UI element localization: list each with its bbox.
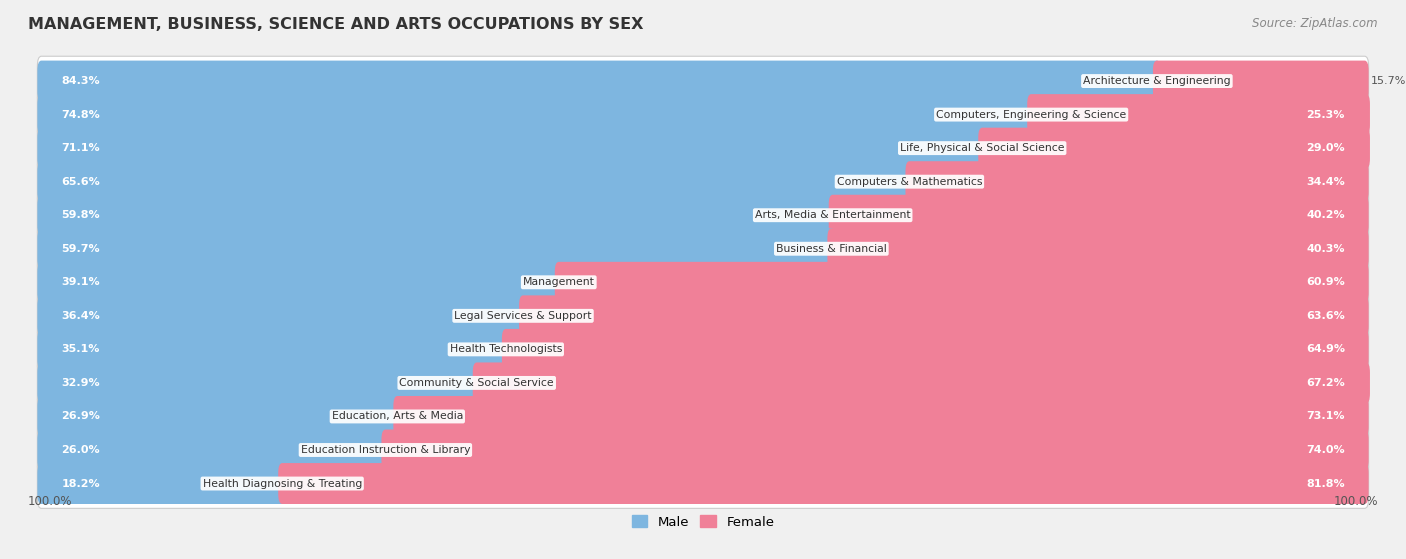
FancyBboxPatch shape xyxy=(38,124,1368,173)
Text: 32.9%: 32.9% xyxy=(62,378,100,388)
Text: Computers, Engineering & Science: Computers, Engineering & Science xyxy=(936,110,1126,120)
FancyBboxPatch shape xyxy=(38,161,914,202)
Text: 34.4%: 34.4% xyxy=(1306,177,1344,187)
Text: 84.3%: 84.3% xyxy=(62,76,100,86)
FancyBboxPatch shape xyxy=(38,325,1368,374)
FancyBboxPatch shape xyxy=(38,358,1368,408)
Text: Computers & Mathematics: Computers & Mathematics xyxy=(837,177,983,187)
FancyBboxPatch shape xyxy=(905,161,1368,202)
Text: Education, Arts & Media: Education, Arts & Media xyxy=(332,411,463,421)
FancyBboxPatch shape xyxy=(979,127,1369,169)
FancyBboxPatch shape xyxy=(38,94,1035,135)
FancyBboxPatch shape xyxy=(38,295,527,337)
FancyBboxPatch shape xyxy=(38,362,481,404)
Text: 26.9%: 26.9% xyxy=(62,411,100,421)
FancyBboxPatch shape xyxy=(38,329,510,370)
Text: Arts, Media & Entertainment: Arts, Media & Entertainment xyxy=(755,210,911,220)
FancyBboxPatch shape xyxy=(519,295,1368,337)
Text: Legal Services & Support: Legal Services & Support xyxy=(454,311,592,321)
Legend: Male, Female: Male, Female xyxy=(626,510,780,534)
FancyBboxPatch shape xyxy=(828,195,1368,236)
FancyBboxPatch shape xyxy=(472,362,1369,404)
FancyBboxPatch shape xyxy=(38,191,1368,240)
Text: Architecture & Engineering: Architecture & Engineering xyxy=(1083,76,1230,86)
Text: MANAGEMENT, BUSINESS, SCIENCE AND ARTS OCCUPATIONS BY SEX: MANAGEMENT, BUSINESS, SCIENCE AND ARTS O… xyxy=(28,17,644,32)
Text: 71.1%: 71.1% xyxy=(62,143,100,153)
FancyBboxPatch shape xyxy=(38,459,1368,508)
Text: 100.0%: 100.0% xyxy=(28,495,73,508)
Text: Management: Management xyxy=(523,277,595,287)
Text: 26.0%: 26.0% xyxy=(62,445,100,455)
Text: 65.6%: 65.6% xyxy=(62,177,100,187)
Text: 40.2%: 40.2% xyxy=(1306,210,1344,220)
FancyBboxPatch shape xyxy=(38,228,835,269)
FancyBboxPatch shape xyxy=(38,291,1368,340)
FancyBboxPatch shape xyxy=(38,429,389,471)
FancyBboxPatch shape xyxy=(38,90,1368,139)
FancyBboxPatch shape xyxy=(502,329,1368,370)
FancyBboxPatch shape xyxy=(278,463,1368,504)
Text: 40.3%: 40.3% xyxy=(1306,244,1344,254)
Text: 59.8%: 59.8% xyxy=(62,210,100,220)
Text: 74.8%: 74.8% xyxy=(62,110,100,120)
Text: Education Instruction & Library: Education Instruction & Library xyxy=(301,445,470,455)
FancyBboxPatch shape xyxy=(555,262,1368,303)
FancyBboxPatch shape xyxy=(38,396,401,437)
FancyBboxPatch shape xyxy=(827,228,1368,269)
Text: 36.4%: 36.4% xyxy=(62,311,100,321)
Text: Business & Financial: Business & Financial xyxy=(776,244,887,254)
FancyBboxPatch shape xyxy=(38,425,1368,475)
FancyBboxPatch shape xyxy=(38,127,986,169)
Text: 64.9%: 64.9% xyxy=(1306,344,1344,354)
Text: Community & Social Service: Community & Social Service xyxy=(399,378,554,388)
FancyBboxPatch shape xyxy=(38,262,562,303)
Text: 100.0%: 100.0% xyxy=(1333,495,1378,508)
Text: 74.0%: 74.0% xyxy=(1306,445,1344,455)
Text: 18.2%: 18.2% xyxy=(62,479,100,489)
FancyBboxPatch shape xyxy=(38,60,1161,102)
Text: 63.6%: 63.6% xyxy=(1306,311,1344,321)
Text: 67.2%: 67.2% xyxy=(1306,378,1344,388)
Text: 25.3%: 25.3% xyxy=(1306,110,1344,120)
FancyBboxPatch shape xyxy=(38,157,1368,206)
FancyBboxPatch shape xyxy=(38,392,1368,441)
Text: Health Diagnosing & Treating: Health Diagnosing & Treating xyxy=(202,479,361,489)
FancyBboxPatch shape xyxy=(1028,94,1369,135)
Text: 60.9%: 60.9% xyxy=(1306,277,1344,287)
FancyBboxPatch shape xyxy=(1153,60,1368,102)
Text: 35.1%: 35.1% xyxy=(62,344,100,354)
FancyBboxPatch shape xyxy=(38,258,1368,307)
FancyBboxPatch shape xyxy=(38,463,287,504)
Text: 81.8%: 81.8% xyxy=(1306,479,1344,489)
Text: 73.1%: 73.1% xyxy=(1306,411,1344,421)
Text: 29.0%: 29.0% xyxy=(1306,143,1344,153)
Text: 39.1%: 39.1% xyxy=(62,277,100,287)
Text: 15.7%: 15.7% xyxy=(1371,76,1406,86)
Text: Source: ZipAtlas.com: Source: ZipAtlas.com xyxy=(1253,17,1378,30)
FancyBboxPatch shape xyxy=(38,56,1368,106)
Text: Life, Physical & Social Science: Life, Physical & Social Science xyxy=(900,143,1064,153)
FancyBboxPatch shape xyxy=(381,429,1368,471)
Text: Health Technologists: Health Technologists xyxy=(450,344,562,354)
FancyBboxPatch shape xyxy=(38,224,1368,273)
FancyBboxPatch shape xyxy=(394,396,1368,437)
FancyBboxPatch shape xyxy=(38,195,837,236)
Text: 59.7%: 59.7% xyxy=(62,244,100,254)
